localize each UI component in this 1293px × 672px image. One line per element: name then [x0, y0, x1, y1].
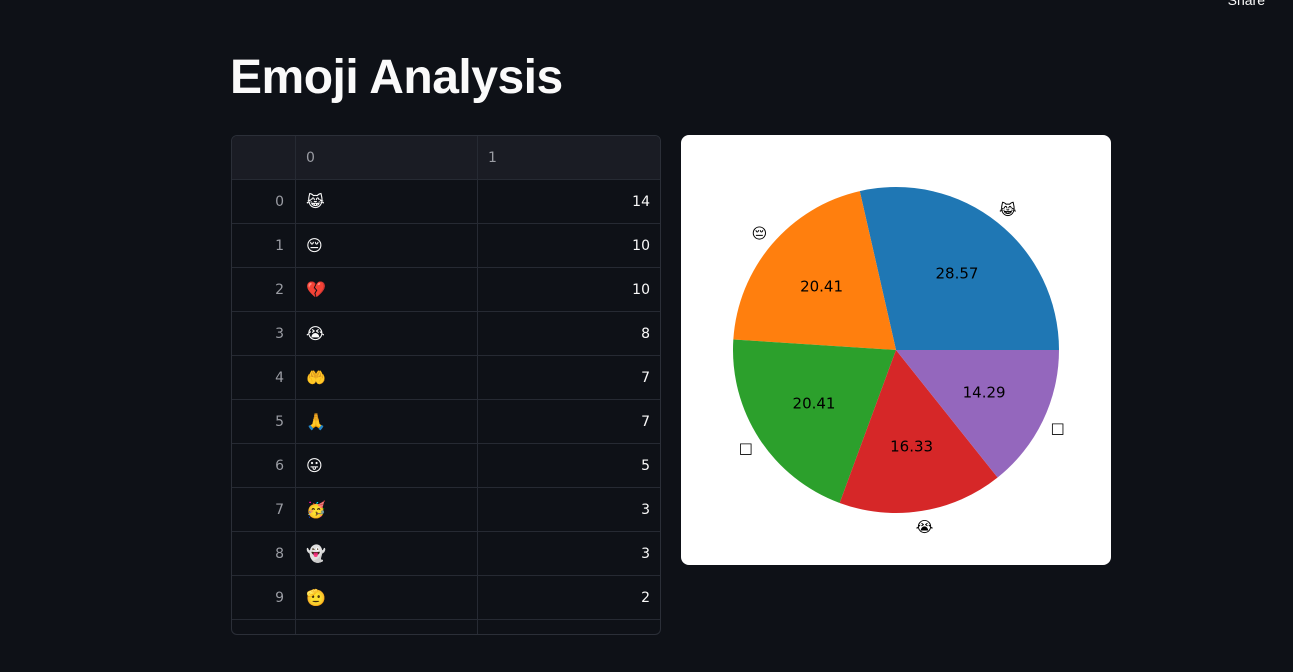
column-header-index[interactable] — [232, 136, 296, 179]
table-row[interactable]: 3 😭 8 — [232, 312, 660, 356]
table-row[interactable]: 7 🥳 3 — [232, 488, 660, 532]
table-cell-emoji[interactable]: 💔 — [296, 268, 478, 311]
pie-chart: 28.57 😹 20.41 😔 20.41 □ 16.33 😭 14.29 □ — [733, 187, 1065, 536]
table-cell-count[interactable]: 10 — [632, 281, 650, 298]
emoji-glyph: 🙏 — [306, 411, 326, 431]
table-header-row: 0 1 — [232, 136, 660, 180]
table-row[interactable]: 2 💔 10 — [232, 268, 660, 312]
table-cell-count[interactable]: 3 — [641, 501, 650, 518]
pie-slice — [859, 187, 1059, 350]
table-cell-emoji[interactable]: 🥳 — [296, 488, 478, 531]
table-row[interactable]: 9 🫡 2 — [232, 576, 660, 620]
pie-slice — [733, 191, 896, 350]
table-cell-count[interactable]: 10 — [632, 237, 650, 254]
table-cell-count[interactable]: 2 — [641, 589, 650, 606]
slice-category-label: 😔 — [752, 225, 768, 243]
slice-category-label: 😭 — [916, 518, 934, 536]
slice-value-label: 16.33 — [890, 438, 933, 456]
table-cell-index[interactable]: 9 — [232, 576, 296, 619]
slice-category-label: 😹 — [999, 201, 1017, 219]
table-cell-emoji[interactable]: 😹 — [296, 180, 478, 223]
emoji-glyph: 😔 — [306, 235, 323, 255]
table-cell-count[interactable]: 14 — [632, 193, 650, 210]
table-row[interactable]: 5 🙏 7 — [232, 400, 660, 444]
emoji-glyph: 🤲 — [306, 367, 326, 387]
pie-slice — [839, 350, 998, 513]
table-cell-count[interactable]: 3 — [641, 545, 650, 562]
table-row[interactable]: 4 🤲 7 — [232, 356, 660, 400]
share-button[interactable]: Share — [1227, 0, 1265, 8]
slice-value-label: 20.41 — [800, 278, 843, 296]
emoji-glyph: 👻 — [306, 543, 326, 563]
slice-value-label: 14.29 — [963, 383, 1006, 401]
column-header-0[interactable]: 0 — [296, 136, 478, 179]
table-cell-emoji[interactable]: 🙏 — [296, 400, 478, 443]
table-cell-index[interactable]: 6 — [232, 444, 296, 487]
table-cell-emoji[interactable]: 🫡 — [296, 576, 478, 619]
table-cell-count[interactable]: 7 — [641, 369, 650, 386]
table-row[interactable]: 6 😛 5 — [232, 444, 660, 488]
table-cell-emoji[interactable]: 😔 — [296, 224, 478, 267]
pie-chart-card: 28.57 😹 20.41 😔 20.41 □ 16.33 😭 14.29 □ — [681, 135, 1111, 565]
table-cell-index[interactable]: 0 — [232, 180, 296, 223]
table-cell-emoji[interactable]: 😛 — [296, 444, 478, 487]
page-title: Emoji Analysis — [230, 51, 563, 104]
table-row[interactable]: 1 😔 10 — [232, 224, 660, 268]
pie-slice — [896, 350, 1059, 478]
slice-category-label: □ — [1050, 419, 1064, 437]
table-cell-index[interactable]: 3 — [232, 312, 296, 355]
table-cell-emoji[interactable]: 👻 — [296, 532, 478, 575]
slice-category-label: □ — [739, 439, 753, 457]
table-cell-index[interactable]: 8 — [232, 532, 296, 575]
emoji-glyph: 😛 — [306, 455, 323, 475]
table-cell-emoji[interactable]: 🤲 — [296, 356, 478, 399]
emoji-glyph: 🫡 — [306, 587, 326, 607]
table-body: 0 😹 14 1 😔 10 2 💔 10 3 😭 8 4 🤲 7 5 🙏 7 6 😛 5 7 🥳 3 8 👻 3 9 🫡 2 — [232, 180, 660, 620]
slice-value-label: 20.41 — [793, 394, 836, 412]
table-cell-index — [232, 620, 296, 634]
table-row[interactable]: 0 😹 14 — [232, 180, 660, 224]
emoji-glyph: 💔 — [306, 279, 326, 299]
table-cell-index[interactable]: 4 — [232, 356, 296, 399]
pie-slice — [733, 339, 896, 503]
table-cell-index[interactable]: 5 — [232, 400, 296, 443]
table-row[interactable]: 8 👻 3 — [232, 532, 660, 576]
column-header-1[interactable]: 1 — [488, 149, 497, 166]
emoji-glyph: 😭 — [306, 323, 325, 343]
table-cell-count — [478, 620, 660, 634]
emoji-glyph: 🥳 — [306, 499, 326, 519]
table-cell-emoji — [296, 620, 478, 634]
emoji-dataframe[interactable]: 0 1 0 😹 14 1 😔 10 2 💔 10 3 😭 8 4 🤲 7 5 🙏 7 6 😛 5 7 🥳 3 8 👻 3 9 🫡 2 — [231, 135, 661, 635]
table-cell-index[interactable]: 1 — [232, 224, 296, 267]
table-cell-index[interactable]: 2 — [232, 268, 296, 311]
table-cell-index[interactable]: 7 — [232, 488, 296, 531]
table-cell-count[interactable]: 5 — [641, 457, 650, 474]
slice-value-label: 28.57 — [936, 265, 979, 283]
table-cell-emoji[interactable]: 😭 — [296, 312, 478, 355]
table-cell-count[interactable]: 7 — [641, 413, 650, 430]
table-row-partial — [232, 620, 660, 634]
table-cell-count[interactable]: 8 — [641, 325, 650, 342]
emoji-glyph: 😹 — [306, 191, 325, 211]
